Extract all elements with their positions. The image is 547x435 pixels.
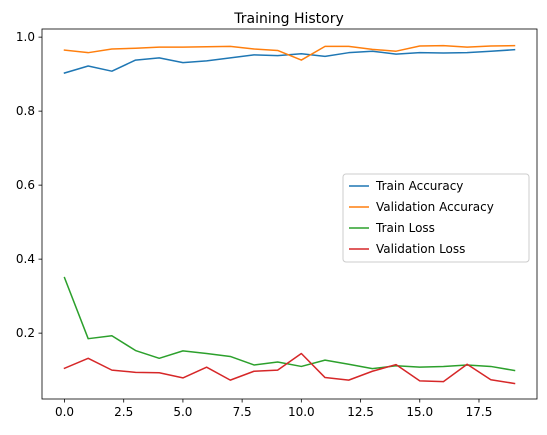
series-layer xyxy=(63,44,516,385)
x-axis: 0.0 2.5 5.0 7.5 10.0 12.5 15.0 17.5 xyxy=(55,399,492,419)
x-tick-label: 12.5 xyxy=(347,405,374,419)
legend-label-1: Validation Accuracy xyxy=(376,200,494,214)
x-tick-label: 5.0 xyxy=(173,405,192,419)
x-tick-label: 15.0 xyxy=(406,405,433,419)
legend-label-2: Train Loss xyxy=(375,221,435,235)
x-tick-label: 2.5 xyxy=(114,405,133,419)
x-tick-label: 17.5 xyxy=(466,405,493,419)
y-tick-label: 0.4 xyxy=(16,252,35,266)
y-axis: 0.2 0.4 0.6 0.8 1.0 xyxy=(16,30,42,340)
y-tick-label: 0.6 xyxy=(16,178,35,192)
legend: Train Accuracy Validation Accuracy Train L… xyxy=(342,173,530,263)
y-tick-label: 0.2 xyxy=(16,326,35,340)
chart-title: Training History xyxy=(233,11,344,27)
legend-box xyxy=(342,173,530,263)
x-tick-label: 10.0 xyxy=(288,405,315,419)
y-tick-label: 1.0 xyxy=(16,30,35,44)
legend-label-3: Validation Loss xyxy=(376,242,465,256)
x-tick-label: 0.0 xyxy=(55,405,74,419)
x-tick-label: 7.5 xyxy=(233,405,252,419)
series-line-2 xyxy=(63,276,516,372)
legend-label-0: Train Accuracy xyxy=(375,179,463,193)
y-tick-label: 0.8 xyxy=(16,104,35,118)
series-line-1 xyxy=(63,44,516,61)
series-line-0 xyxy=(63,48,516,74)
plot-frame xyxy=(41,28,538,400)
series-line-3 xyxy=(63,352,516,385)
